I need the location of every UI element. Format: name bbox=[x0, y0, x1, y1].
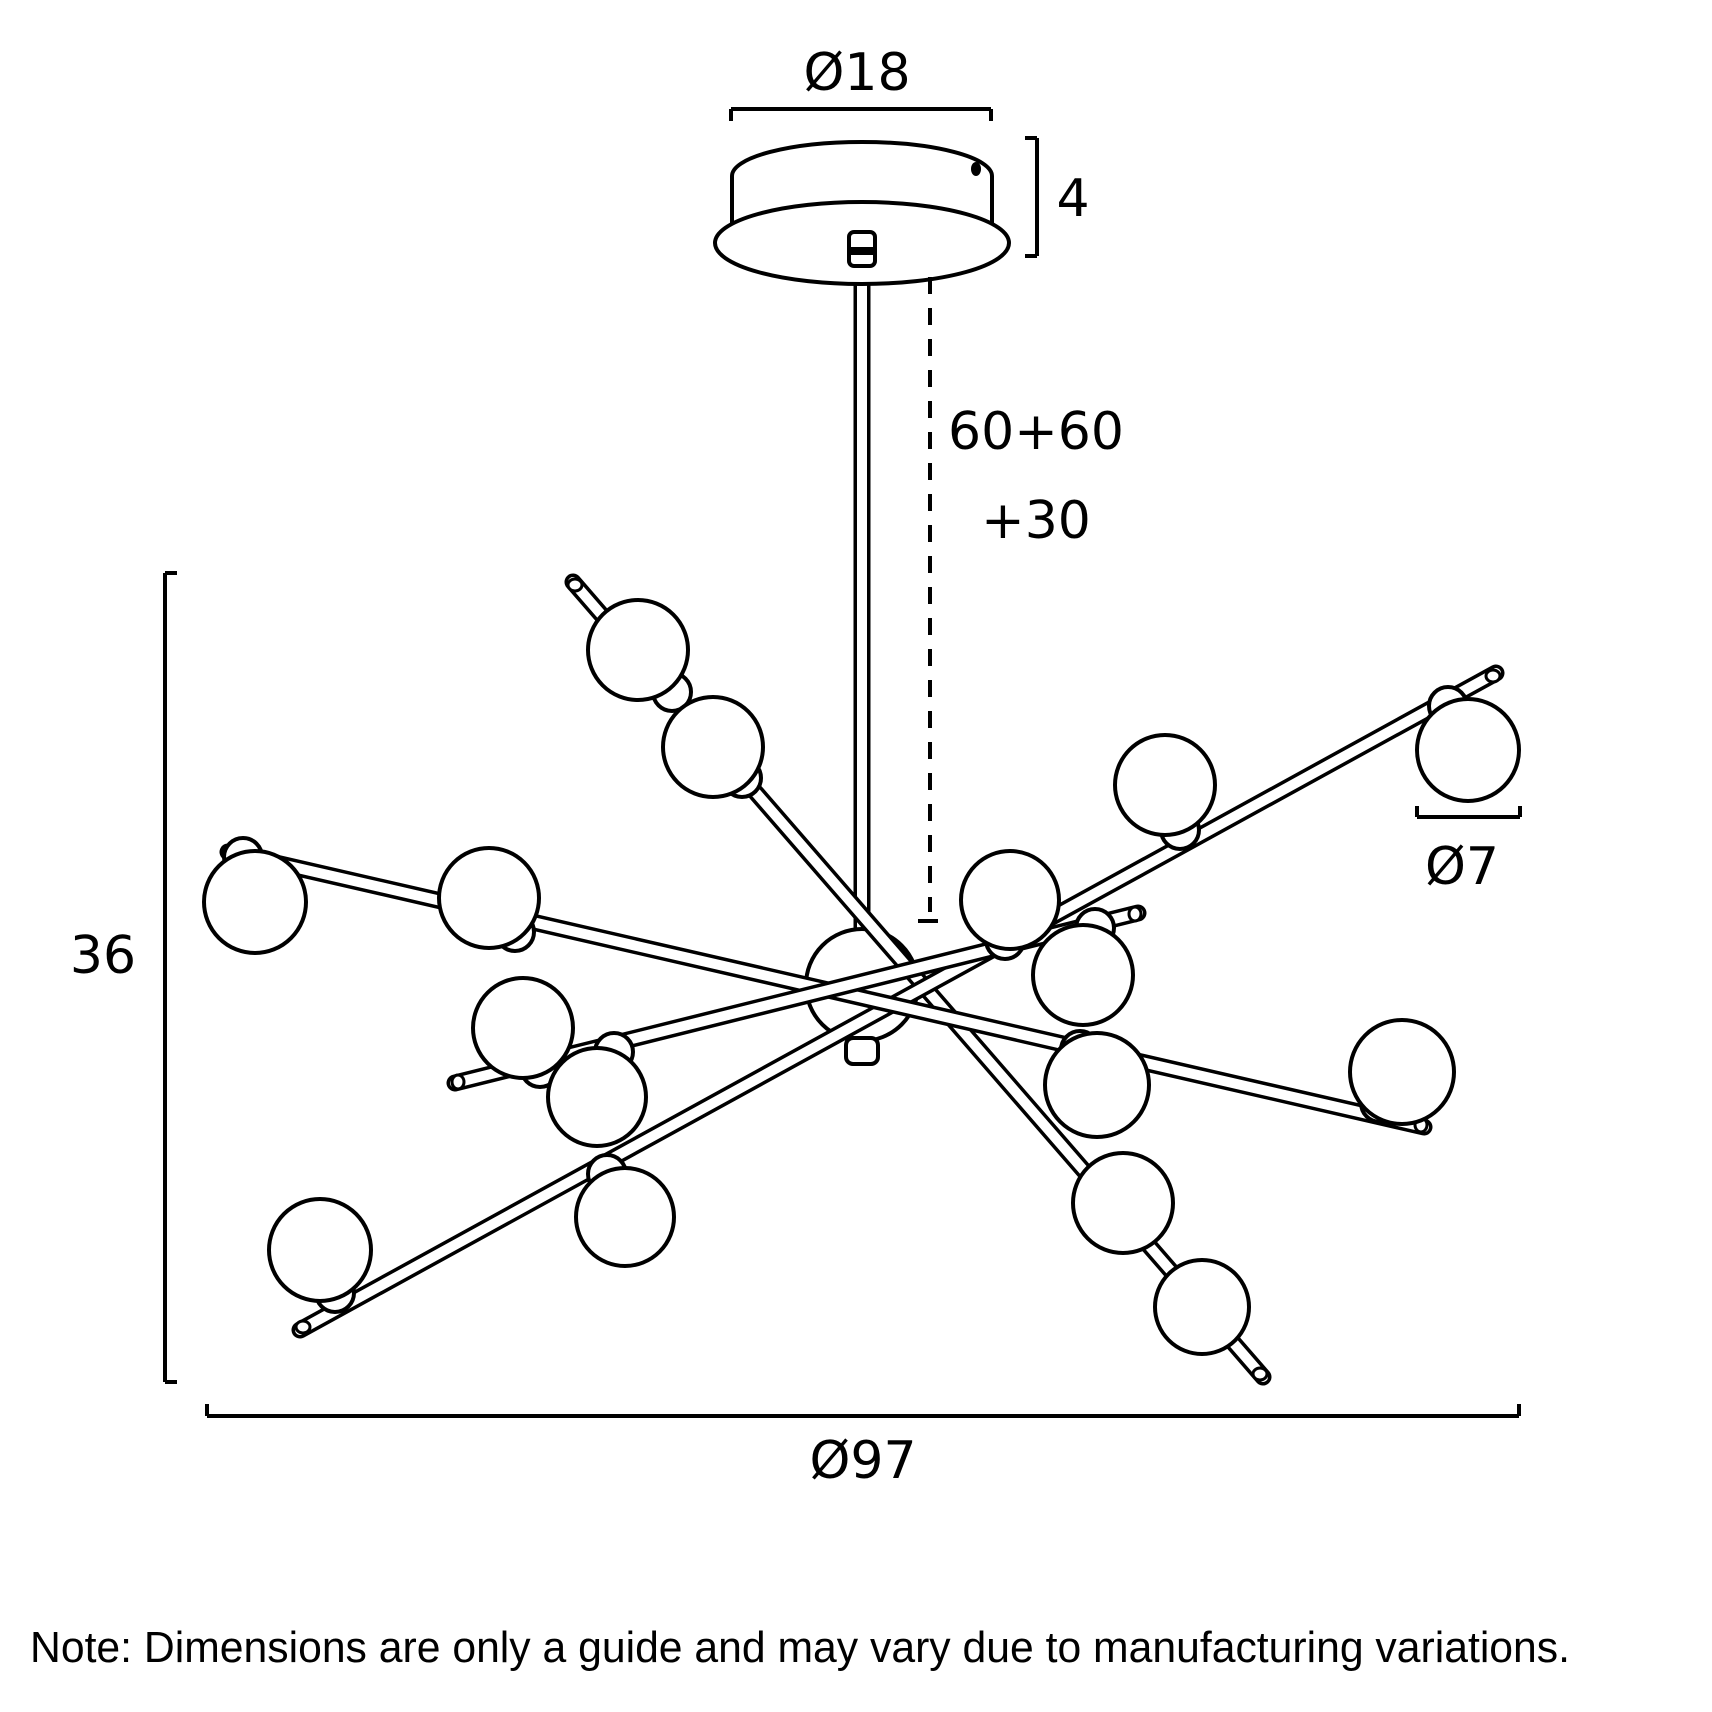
dim-fixture-diameter bbox=[205, 1404, 1521, 1418]
glass-sphere bbox=[202, 849, 308, 955]
glass-sphere bbox=[574, 1166, 676, 1268]
dim-canopy-height bbox=[1025, 136, 1039, 258]
glass-spheres bbox=[202, 598, 1521, 1356]
glass-sphere bbox=[959, 849, 1061, 951]
glass-sphere bbox=[1031, 923, 1135, 1027]
glass-sphere bbox=[546, 1046, 648, 1148]
glass-sphere bbox=[1043, 1031, 1151, 1139]
note-text: Note: Dimensions are only a guide and ma… bbox=[30, 1623, 1570, 1672]
glass-sphere bbox=[1071, 1151, 1175, 1255]
dim-canopy-diameter-label: Ø18 bbox=[803, 43, 910, 103]
dim-canopy-diameter bbox=[729, 107, 993, 121]
dim-rod-length-label-2: +30 bbox=[981, 491, 1091, 551]
glass-sphere bbox=[586, 598, 690, 702]
glass-sphere bbox=[471, 976, 575, 1080]
glass-sphere bbox=[1113, 733, 1217, 837]
dim-fixture-height bbox=[163, 571, 177, 1384]
glass-sphere bbox=[1153, 1258, 1251, 1356]
dim-rod-length-label-1: 60+60 bbox=[948, 402, 1124, 462]
dim-fixture-diameter-label: Ø97 bbox=[809, 1431, 916, 1491]
dim-ball-diameter bbox=[1415, 806, 1522, 819]
glass-sphere bbox=[437, 846, 541, 950]
glass-sphere bbox=[1415, 697, 1521, 803]
dim-ball-diameter-label: Ø7 bbox=[1425, 837, 1499, 897]
ceiling-canopy bbox=[713, 140, 1011, 286]
glass-sphere bbox=[1348, 1018, 1456, 1126]
hanging-height-dashline bbox=[918, 277, 938, 923]
glass-sphere bbox=[267, 1197, 373, 1303]
dim-fixture-height-label: 36 bbox=[70, 926, 136, 986]
canopy-screw bbox=[971, 162, 981, 176]
glass-sphere bbox=[661, 695, 765, 799]
hub-finial bbox=[844, 1036, 880, 1066]
dim-canopy-height-label: 4 bbox=[1056, 169, 1089, 229]
